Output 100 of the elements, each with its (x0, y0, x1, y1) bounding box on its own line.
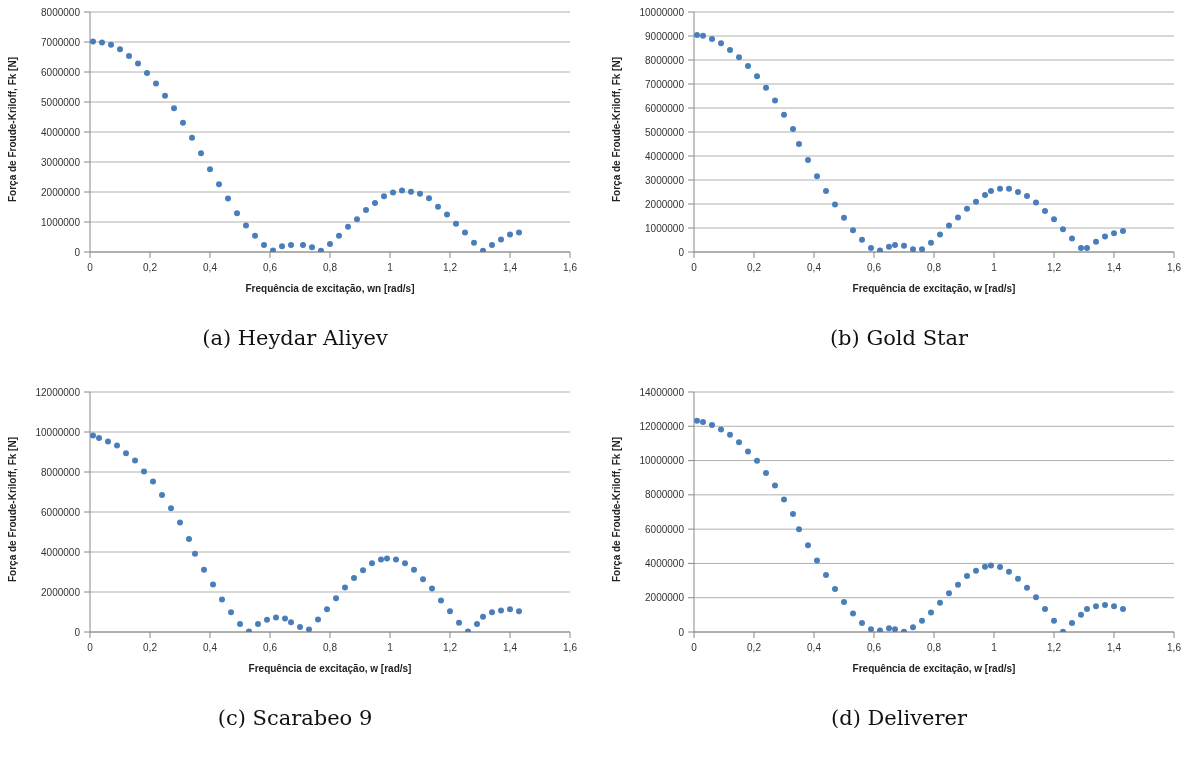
point (763, 84, 769, 91)
point (306, 626, 312, 632)
point (420, 576, 426, 583)
point (189, 134, 195, 141)
y-tick-label: 8000000 (41, 466, 81, 478)
y-tick-label: 4000000 (645, 150, 685, 162)
point (1033, 594, 1039, 601)
point (171, 105, 177, 112)
point (718, 40, 724, 47)
point (207, 166, 213, 173)
point (988, 562, 994, 569)
point (928, 609, 934, 616)
point (868, 626, 874, 632)
y-tick-label: 4000000 (41, 546, 81, 558)
point (462, 229, 468, 236)
point (135, 60, 141, 67)
x-tick-label: 1,2 (1047, 262, 1062, 274)
point (342, 584, 348, 591)
point (877, 247, 883, 252)
point (754, 457, 760, 464)
point (384, 555, 390, 562)
point (973, 198, 979, 205)
point (237, 621, 243, 627)
point (159, 492, 165, 498)
point (114, 442, 120, 449)
point (709, 35, 715, 42)
y-tick-label: 1000000 (645, 222, 685, 234)
point (919, 246, 925, 252)
point (327, 240, 333, 247)
point (1111, 230, 1117, 237)
x-tick-label: 1,6 (1167, 642, 1182, 654)
x-tick-label: 0,2 (143, 642, 158, 654)
y-tick-label: 10000000 (639, 6, 685, 18)
point (1102, 602, 1108, 609)
point (790, 511, 796, 518)
point (1051, 617, 1057, 624)
point (309, 244, 315, 251)
text: (a) Heydar Aliyev (202, 326, 388, 350)
point (955, 214, 961, 221)
point (150, 478, 156, 485)
point (177, 519, 183, 526)
point (219, 596, 225, 603)
point (910, 624, 916, 631)
y-tick-label: 6000000 (645, 523, 685, 535)
point (1060, 628, 1066, 632)
point (982, 563, 988, 570)
point (1078, 244, 1084, 251)
point (429, 585, 435, 592)
text: (b) Gold Star (829, 326, 969, 350)
point (474, 621, 480, 627)
point (772, 97, 778, 104)
point (1015, 189, 1021, 195)
point (955, 581, 961, 588)
y-tick-label: 2000000 (41, 186, 81, 198)
point (694, 417, 700, 424)
point (399, 187, 405, 194)
point (763, 470, 769, 477)
point (868, 244, 874, 251)
point (144, 69, 150, 76)
y-tick-label: 5000000 (41, 96, 81, 108)
x-axis-title: Frequência de excitação, wn [rad/s] (245, 283, 415, 294)
point (393, 556, 399, 563)
point (1111, 603, 1117, 610)
point (96, 435, 102, 441)
point (243, 222, 249, 229)
point (411, 566, 417, 573)
point (507, 606, 513, 613)
point (886, 625, 892, 632)
point (282, 615, 288, 622)
y-tick-label: 8000000 (41, 6, 81, 18)
point (832, 201, 838, 208)
point (192, 550, 198, 557)
point (288, 619, 294, 626)
point (345, 223, 351, 230)
point (438, 597, 444, 604)
point (318, 247, 324, 252)
point (153, 80, 159, 87)
point (426, 195, 432, 202)
point (877, 627, 883, 632)
point (270, 247, 276, 252)
point (435, 203, 441, 210)
point (378, 556, 384, 563)
point (390, 189, 396, 196)
x-axis-title: Frequência de excitação, w [rad/s] (852, 663, 1016, 674)
x-tick-label: 0,8 (927, 262, 942, 274)
point (832, 585, 838, 592)
x-tick-label: 0,2 (747, 642, 762, 654)
point (1093, 603, 1099, 610)
point (123, 450, 129, 457)
point (201, 566, 207, 573)
point (937, 231, 943, 238)
point (360, 567, 366, 574)
y-tick-label: 3000000 (645, 174, 685, 186)
point (402, 560, 408, 567)
point (225, 195, 231, 202)
point (408, 188, 414, 195)
point (363, 207, 369, 213)
point (369, 560, 375, 567)
x-tick-label: 0 (87, 642, 94, 654)
x-tick-label: 0,6 (263, 642, 278, 654)
